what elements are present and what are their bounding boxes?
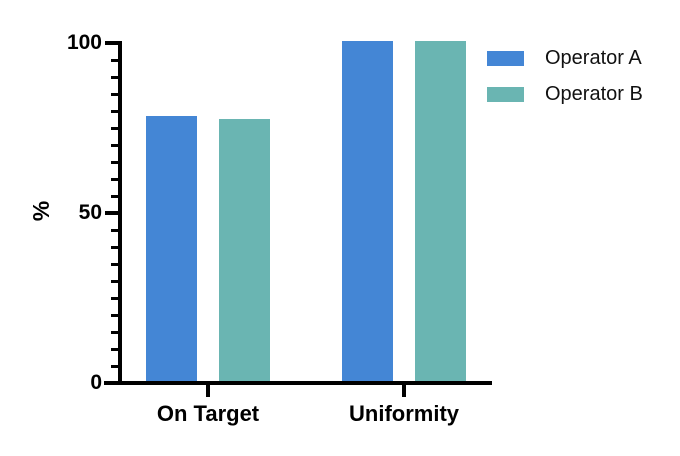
y-minor-tick-65 — [111, 160, 119, 164]
x-category-label-on-target: On Target — [156, 401, 260, 426]
legend-label-operator-a: Operator A — [545, 46, 642, 69]
x-tick-on-target — [206, 385, 210, 397]
y-minor-tick-95 — [111, 58, 119, 62]
x-tick-uniformity — [402, 385, 406, 397]
legend: Operator A Operator B — [487, 43, 643, 115]
y-major-tick-50 — [105, 211, 119, 215]
y-minor-tick-55 — [111, 194, 119, 198]
legend-row-operator-b: Operator B — [487, 79, 643, 109]
y-minor-tick-90 — [111, 75, 119, 79]
y-minor-tick-85 — [111, 92, 119, 96]
bar-on-target-operator-b — [219, 119, 270, 381]
legend-row-operator-a: Operator A — [487, 43, 643, 73]
y-tick-label-0: 0 — [90, 371, 102, 394]
y-minor-tick-30 — [111, 279, 119, 283]
y-tick-label-100: 100 — [66, 31, 102, 54]
y-minor-tick-10 — [111, 347, 119, 351]
y-minor-tick-45 — [111, 228, 119, 232]
y-minor-tick-20 — [111, 313, 119, 317]
y-minor-tick-60 — [111, 177, 119, 181]
y-axis-line — [118, 41, 122, 385]
bar-on-target-operator-a — [146, 115, 197, 381]
y-major-tick-100 — [105, 41, 119, 45]
bar-uniformity-operator-a — [342, 41, 393, 381]
legend-swatch-operator-a — [487, 50, 524, 66]
y-minor-tick-80 — [111, 109, 119, 113]
x-category-label-uniformity: Uniformity — [349, 401, 459, 426]
y-minor-tick-70 — [111, 143, 119, 147]
legend-swatch-operator-b — [487, 86, 524, 102]
y-minor-tick-15 — [111, 330, 119, 334]
y-minor-tick-75 — [111, 126, 119, 130]
y-minor-tick-25 — [111, 296, 119, 300]
y-minor-tick-40 — [111, 245, 119, 249]
y-minor-tick-5 — [111, 364, 119, 368]
y-minor-tick-35 — [111, 262, 119, 266]
bar-uniformity-operator-b — [415, 41, 466, 381]
y-tick-label-50: 50 — [78, 201, 102, 224]
x-axis-line — [104, 381, 492, 385]
legend-label-operator-b: Operator B — [545, 82, 643, 105]
